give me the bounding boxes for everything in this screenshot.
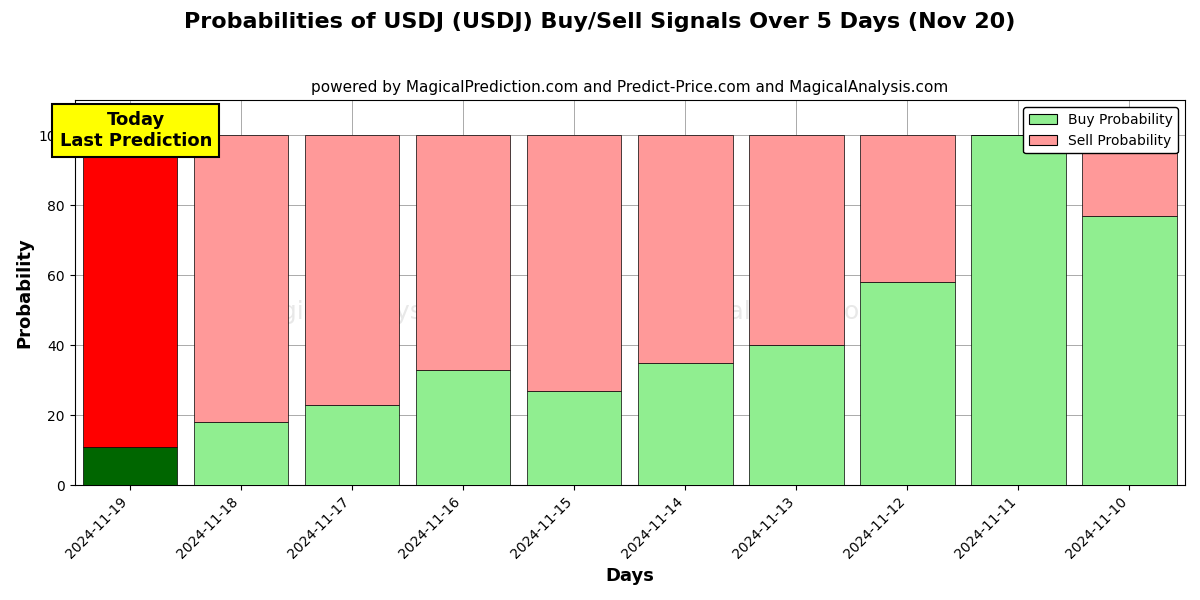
Text: MagicalPrediction.com: MagicalPrediction.com [655, 300, 937, 324]
Bar [860, 282, 955, 485]
Bar [83, 136, 178, 446]
Bar [1082, 216, 1177, 485]
Bar [749, 345, 844, 485]
X-axis label: Days: Days [605, 567, 654, 585]
Bar [749, 136, 844, 345]
Bar [638, 136, 732, 362]
Bar [305, 404, 400, 485]
Bar [194, 136, 288, 422]
Text: Probabilities of USDJ (USDJ) Buy/Sell Signals Over 5 Days (Nov 20): Probabilities of USDJ (USDJ) Buy/Sell Si… [185, 12, 1015, 32]
Title: powered by MagicalPrediction.com and Predict-Price.com and MagicalAnalysis.com: powered by MagicalPrediction.com and Pre… [311, 80, 948, 95]
Bar [416, 370, 510, 485]
Bar [1082, 136, 1177, 216]
Legend: Buy Probability, Sell Probability: Buy Probability, Sell Probability [1024, 107, 1178, 154]
Y-axis label: Probability: Probability [16, 238, 34, 348]
Text: MagicalAnalysis.com: MagicalAnalysis.com [245, 300, 505, 324]
Bar [860, 136, 955, 282]
Bar [971, 136, 1066, 485]
Bar [194, 422, 288, 485]
Bar [305, 136, 400, 404]
Bar [638, 362, 732, 485]
Text: Today
Last Prediction: Today Last Prediction [60, 111, 212, 149]
Bar [527, 136, 622, 391]
Bar [83, 446, 178, 485]
Bar [527, 391, 622, 485]
Bar [416, 136, 510, 370]
